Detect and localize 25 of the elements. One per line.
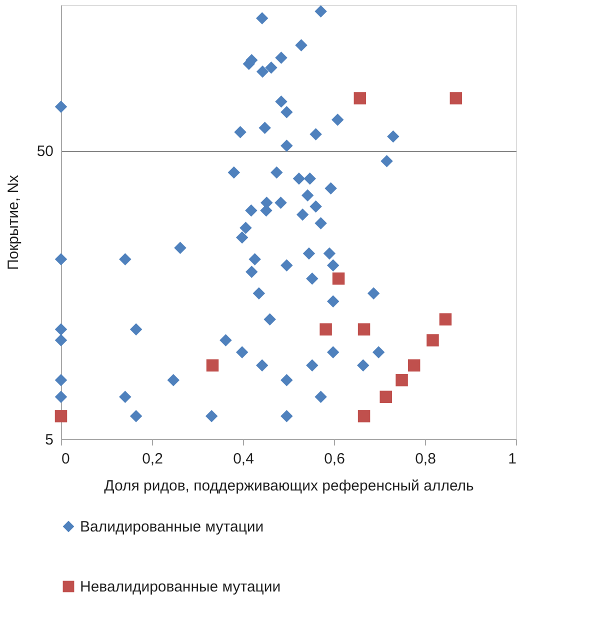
point	[358, 323, 370, 336]
point	[358, 410, 370, 422]
point	[408, 359, 420, 372]
point	[396, 374, 408, 386]
point	[332, 272, 345, 285]
y-axis-title: Покрытие, Nx	[4, 174, 22, 270]
point	[380, 390, 392, 403]
x-tick-label: 0,4	[233, 450, 254, 468]
x-tick-label: 0	[62, 450, 70, 468]
point	[439, 313, 452, 326]
x-tick-label: 0,2	[142, 450, 163, 468]
point	[206, 359, 219, 372]
x-tick-label: 0,8	[415, 450, 436, 468]
x-tick-label: 0,6	[324, 450, 345, 468]
point	[54, 410, 68, 422]
point	[354, 92, 366, 104]
y-tick-label: 50	[36, 143, 54, 160]
legend-label: Валидированные мутации	[80, 518, 264, 536]
legend-label: Невалидированные мутации	[80, 578, 281, 596]
point	[320, 323, 332, 336]
x-axis-title: Доля ридов, поддерживающих референсный аллель	[104, 478, 474, 494]
x-tick-label: 1	[508, 450, 516, 468]
point	[450, 92, 462, 104]
point	[426, 334, 439, 346]
y-tick-label: 5	[45, 432, 54, 448]
